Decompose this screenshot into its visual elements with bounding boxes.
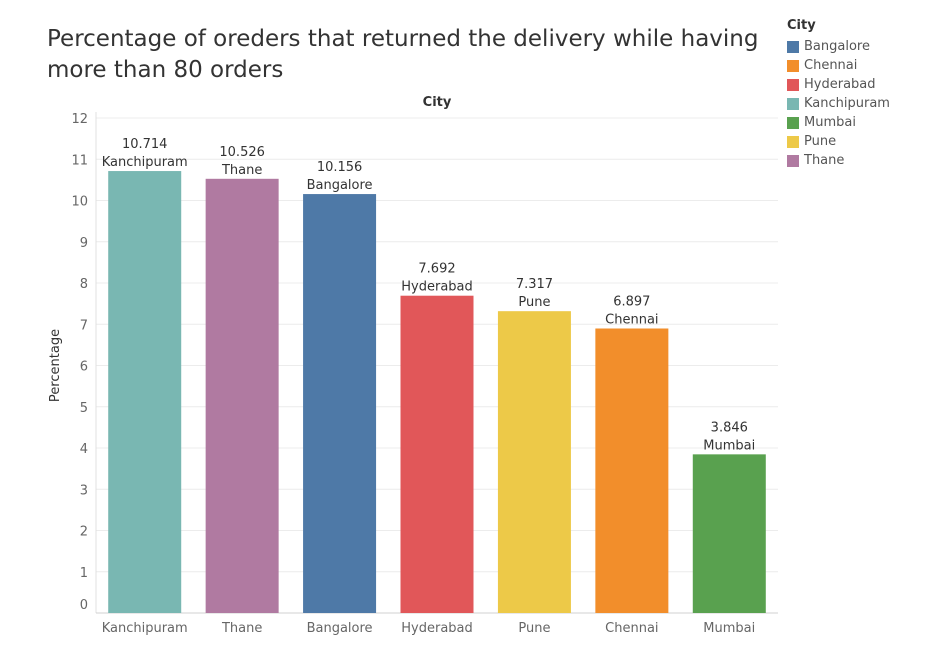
bar-hyderabad — [400, 295, 474, 613]
chart-title: Percentage of oreders that returned the … — [47, 26, 759, 83]
legend-label: Thane — [804, 153, 845, 168]
y-tick-label: 5 — [80, 401, 88, 416]
y-tick-label: 2 — [80, 525, 88, 540]
data-label-value: 10.526 — [219, 145, 265, 160]
y-axis-title: Percentage — [48, 329, 63, 402]
bar-chennai — [595, 328, 669, 613]
legend-swatch — [787, 97, 799, 110]
column-header: City — [423, 95, 452, 110]
y-tick-label: 6 — [80, 360, 88, 375]
bar-bangalore — [303, 194, 377, 613]
y-tick-label: 8 — [80, 277, 88, 292]
x-tick-label: Pune — [518, 621, 550, 636]
legend-label: Mumbai — [804, 115, 856, 130]
x-tick-label: Chennai — [605, 621, 658, 636]
legend-swatch — [787, 116, 799, 129]
legend-label: Chennai — [804, 58, 858, 73]
bar-pune — [497, 311, 571, 613]
legend-swatch — [787, 135, 799, 148]
legend-item[interactable]: Hyderabad — [787, 75, 890, 94]
legend-item[interactable]: Mumbai — [787, 113, 890, 132]
x-tick-label: Bangalore — [307, 621, 373, 636]
data-label-city: Thane — [221, 163, 262, 178]
legend-label: Bangalore — [804, 39, 870, 54]
legend-label: Pune — [804, 134, 837, 149]
legend-label: Kanchipuram — [804, 96, 890, 111]
legend-swatch — [787, 59, 799, 72]
y-tick-label: 0 — [80, 598, 88, 613]
x-tick-label: Hyderabad — [401, 621, 473, 636]
x-tick-label: Mumbai — [703, 621, 755, 636]
bar-mumbai — [692, 454, 766, 613]
legend-item[interactable]: Thane — [787, 151, 890, 170]
y-tick-label: 11 — [71, 153, 88, 168]
legend: City Bangalore Chennai Hyderabad Kanchipura… — [787, 18, 890, 170]
data-label-city: Hyderabad — [401, 280, 473, 295]
x-tick-label: Thane — [221, 621, 262, 636]
legend-label: Hyderabad — [804, 77, 876, 92]
legend-items: Bangalore Chennai Hyderabad Kanchipuram Mumb… — [787, 37, 890, 170]
data-label-city: Pune — [518, 295, 550, 310]
y-tick-label: 9 — [80, 236, 88, 251]
bar-kanchipuram — [108, 171, 182, 614]
legend-title: City — [787, 18, 816, 33]
legend-item[interactable]: Pune — [787, 132, 890, 151]
y-tick-label: 10 — [71, 195, 88, 210]
data-label-city: Kanchipuram — [102, 155, 188, 170]
data-label-city: Chennai — [605, 312, 658, 327]
legend-item[interactable]: Bangalore — [787, 37, 890, 56]
data-label-value: 6.897 — [613, 294, 650, 309]
y-tick-label: 12 — [71, 112, 88, 127]
data-label-value: 7.692 — [418, 262, 455, 277]
legend-swatch — [787, 78, 799, 91]
bar-thane — [205, 178, 279, 614]
y-tick-label: 1 — [80, 566, 88, 581]
data-label-value: 7.317 — [516, 277, 553, 292]
legend-swatch — [787, 40, 799, 53]
legend-swatch — [787, 154, 799, 167]
y-tick-label: 7 — [80, 318, 88, 333]
data-label-value: 3.846 — [711, 420, 748, 435]
data-label-city: Mumbai — [703, 438, 755, 453]
y-tick-label: 4 — [80, 442, 88, 457]
data-label-value: 10.714 — [122, 137, 168, 152]
data-label-value: 10.156 — [317, 160, 363, 175]
legend-item[interactable]: Kanchipuram — [787, 94, 890, 113]
x-tick-label: Kanchipuram — [102, 621, 188, 636]
legend-item[interactable]: Chennai — [787, 56, 890, 75]
y-tick-label: 3 — [80, 483, 88, 498]
data-label-city: Bangalore — [307, 178, 373, 193]
